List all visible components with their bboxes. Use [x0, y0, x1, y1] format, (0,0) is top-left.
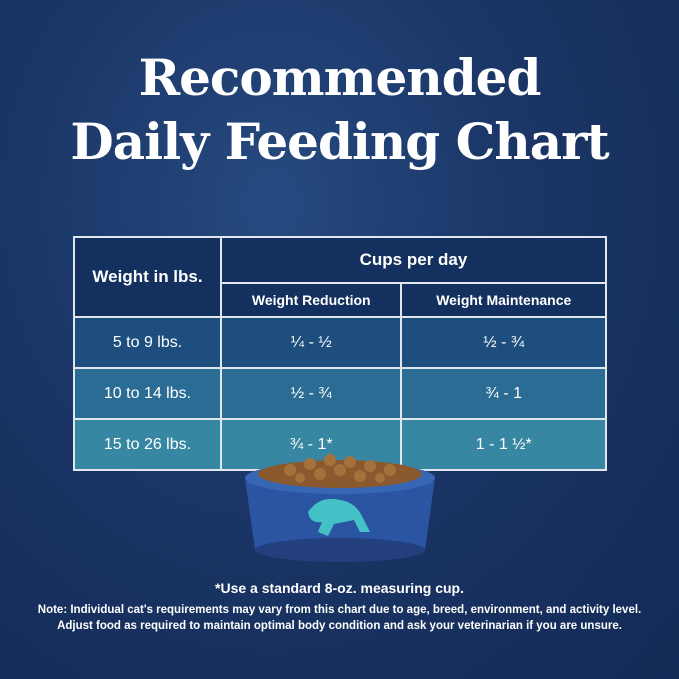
table-cell: 10 to 14 lbs. [73, 367, 222, 420]
food-bowl [245, 454, 435, 562]
header-cell: Weight Maintenance [400, 282, 607, 318]
title-line: Recommended [138, 48, 542, 107]
feeding-table: Weight in lbs. Cups per day Weight Reduc… [73, 236, 607, 471]
table-cell: ¼ - ½ [219, 316, 403, 369]
table-cell: 1 - 1 ½* [400, 418, 607, 471]
header-cell: Cups per day [220, 236, 607, 284]
footnote: *Use a standard 8-oz. measuring cup. [215, 580, 464, 596]
title-line: Daily Feeding Chart [70, 112, 609, 171]
header-cell: Weight Reduction [219, 282, 403, 318]
header-cell: Weight in lbs. [73, 236, 222, 318]
table-cell: ½ - ¾ [400, 316, 607, 369]
note-line: Adjust food as required to maintain opti… [57, 620, 622, 632]
table-cell: ½ - ¾ [219, 367, 403, 420]
table-cell: ¾ - 1 [400, 367, 607, 420]
note-line: Note: Individual cat's requirements may … [37, 604, 642, 616]
table-cell: 15 to 26 lbs. [73, 418, 222, 471]
table-cell: 5 to 9 lbs. [73, 316, 222, 369]
